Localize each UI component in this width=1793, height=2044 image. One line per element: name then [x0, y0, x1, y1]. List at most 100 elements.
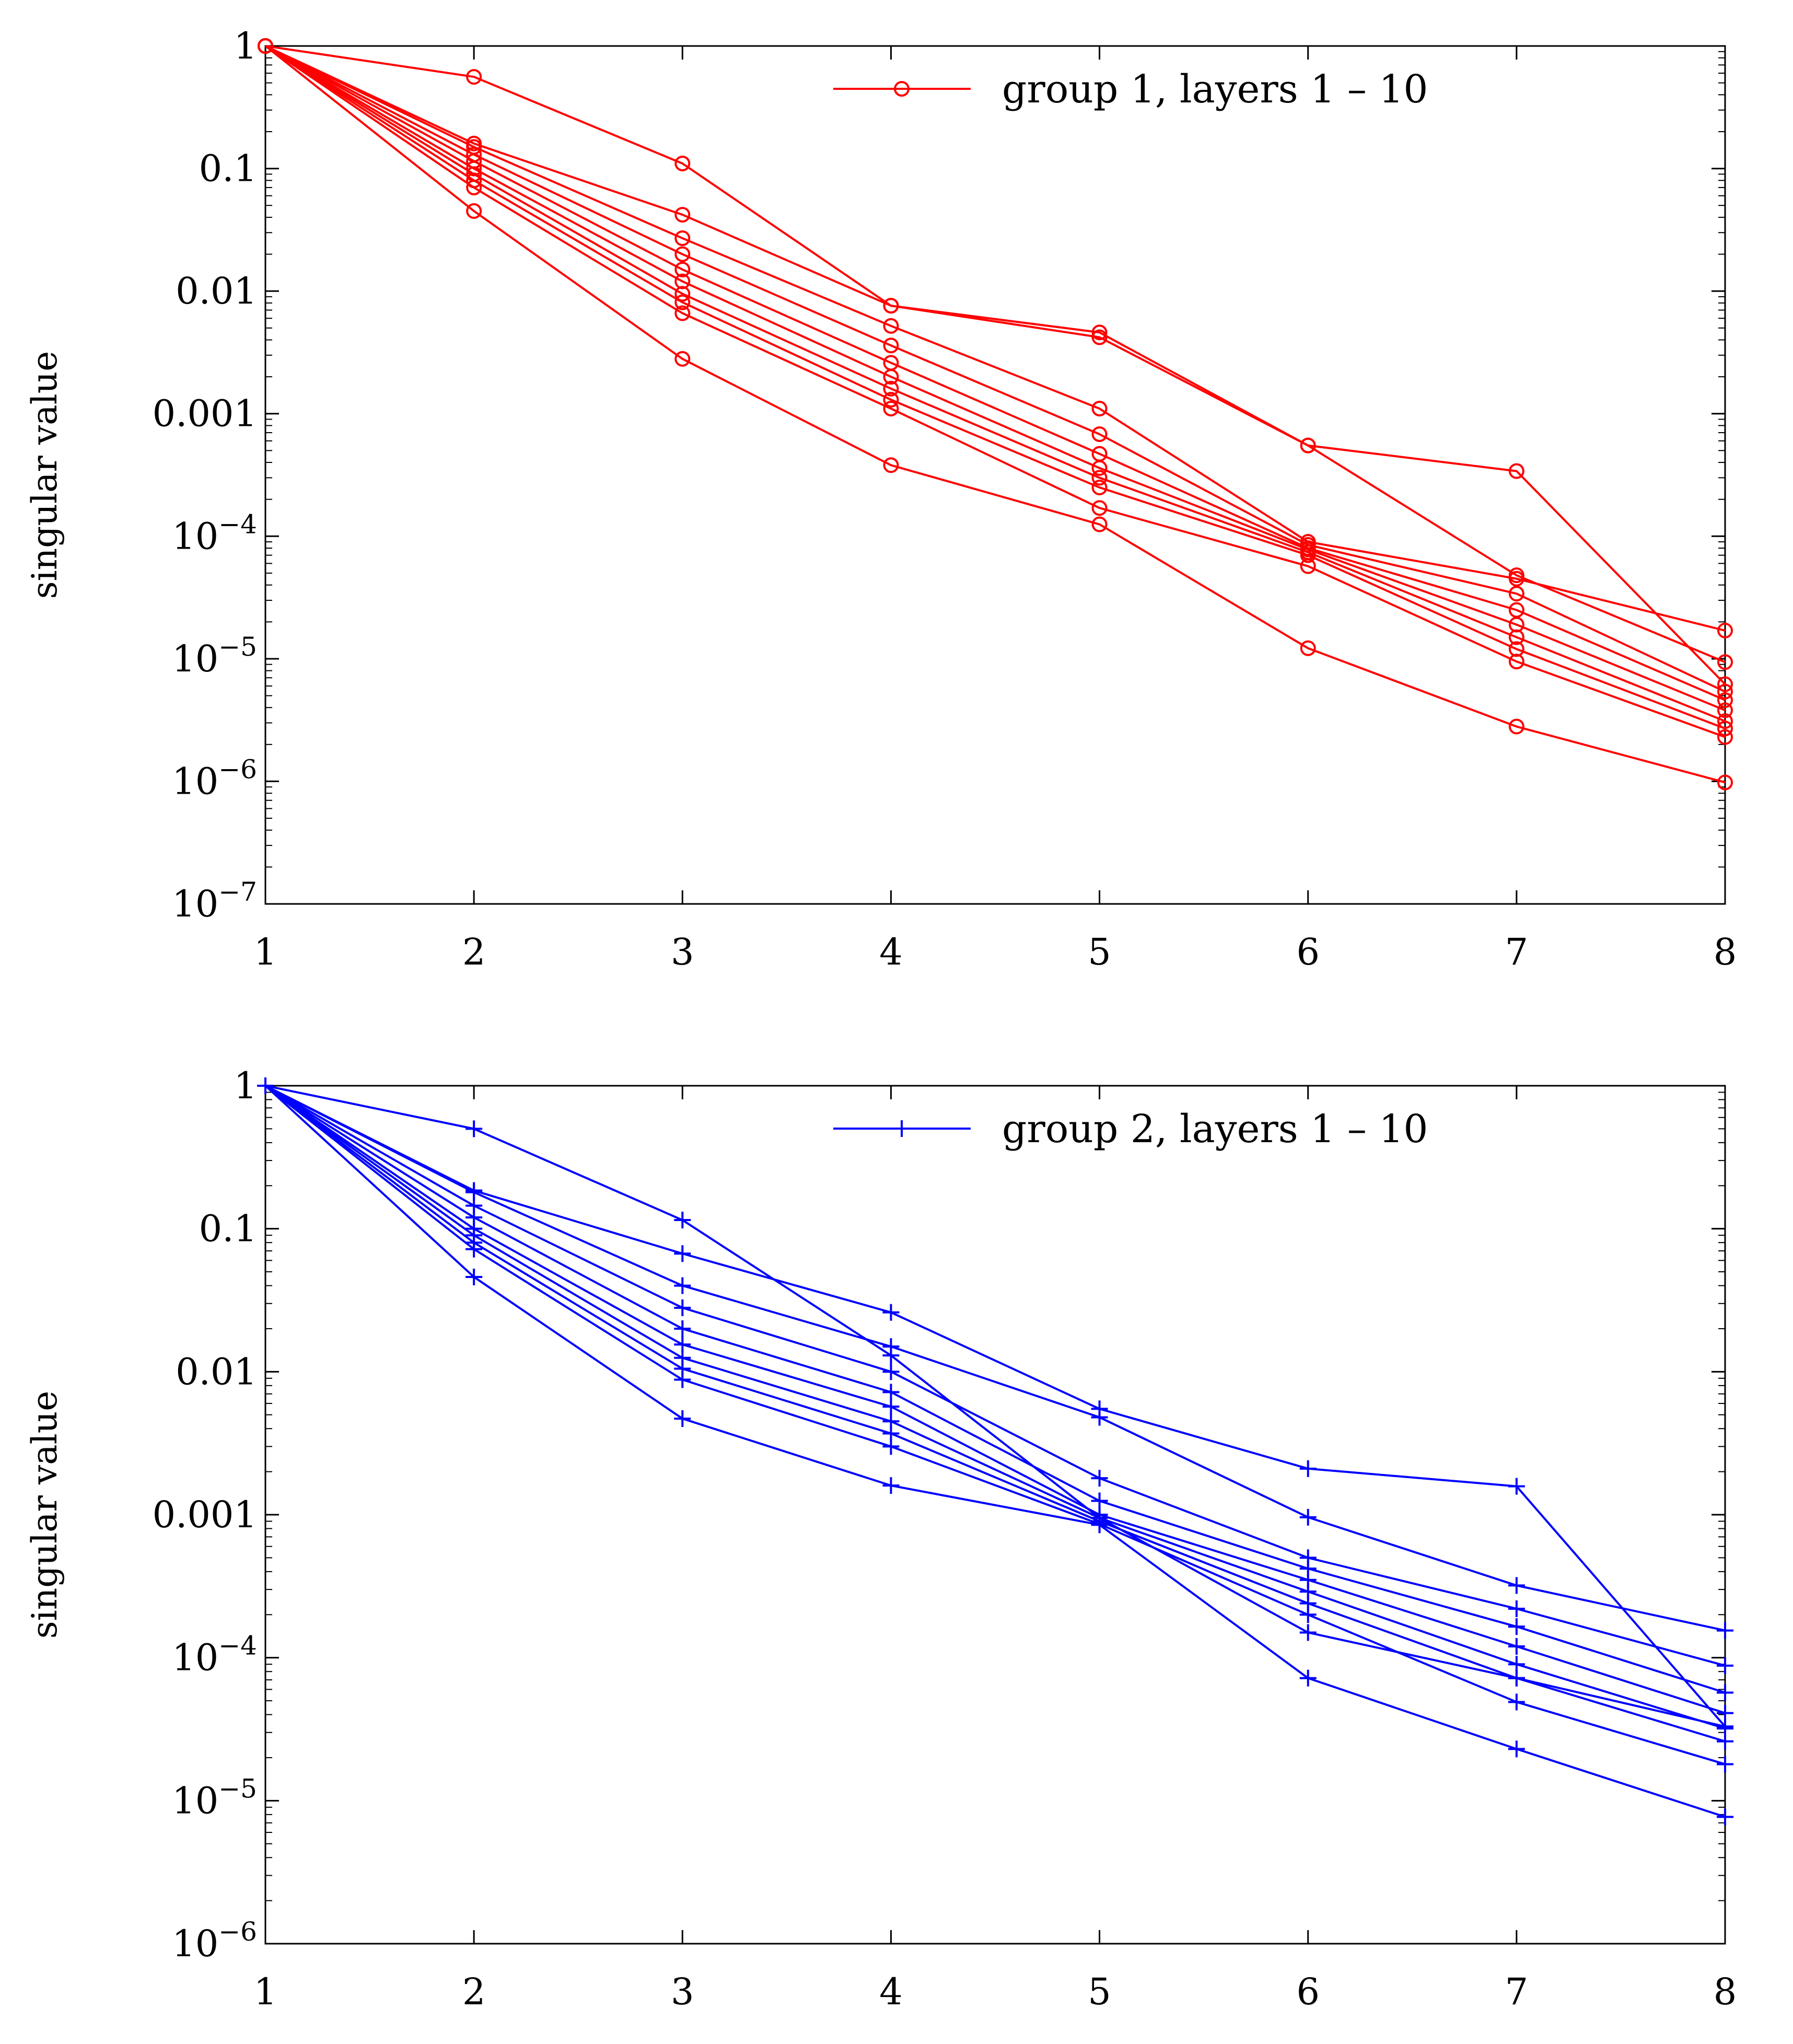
- data-point: [674, 273, 691, 289]
- series-2: [257, 1077, 1733, 1735]
- series-line: [265, 45, 1726, 685]
- data-point: [674, 351, 691, 367]
- series-line: [264, 1085, 1726, 1743]
- y-tick-base: 1: [234, 1064, 257, 1107]
- x-tick-label: 7: [1505, 931, 1529, 973]
- y-tick-label: 10−7: [172, 877, 257, 925]
- data-point: [883, 401, 899, 417]
- data-point: [882, 1304, 900, 1321]
- y-tick-exponent: −7: [218, 877, 257, 907]
- legend: group 1, layers 1 – 10: [833, 67, 1428, 112]
- y-tick-exponent: −4: [218, 1631, 257, 1661]
- data-point: [883, 318, 899, 334]
- data-point: [674, 155, 691, 171]
- x-tick-label: 8: [1714, 1970, 1737, 2013]
- x-tick-label: 7: [1505, 1970, 1529, 2013]
- data-point: [1508, 1693, 1525, 1711]
- data-point: [465, 1268, 483, 1285]
- data-point: [1091, 460, 1108, 476]
- data-point: [1717, 1704, 1733, 1722]
- y-tick-label: 10−4: [172, 509, 257, 558]
- series-2: [258, 38, 1733, 670]
- data-point: [1508, 641, 1524, 657]
- series-line: [264, 45, 1726, 784]
- series-8: [257, 1077, 1733, 1750]
- series-line: [264, 45, 1726, 738]
- series-line: [264, 1085, 1726, 1766]
- data-point: [674, 1245, 691, 1262]
- data-point: [1091, 329, 1108, 345]
- data-point: [1508, 1669, 1525, 1687]
- series-line: [264, 45, 1726, 723]
- plot-frame: [264, 1085, 1726, 1945]
- y-tick-exponent: −6: [218, 1917, 257, 1947]
- series-10: [257, 1077, 1733, 1826]
- data-point: [882, 1384, 900, 1401]
- data-point: [1508, 718, 1524, 735]
- data-point: [465, 1120, 483, 1137]
- data-point: [1091, 324, 1108, 341]
- legend-marker: [894, 81, 910, 97]
- y-axis-title: singular value: [25, 1391, 65, 1639]
- data-point: [1508, 1618, 1525, 1635]
- y-tick-label: 0.01: [176, 1350, 257, 1393]
- data-point: [1717, 1808, 1733, 1826]
- data-point: [883, 369, 899, 385]
- data-point: [1299, 1624, 1317, 1641]
- y-tick-base: 10: [172, 1922, 218, 1965]
- series-line: [264, 1085, 1726, 1714]
- data-point: [1091, 500, 1108, 516]
- x-tick-label: 5: [1088, 931, 1111, 973]
- data-point: [1508, 654, 1524, 670]
- x-tick-label: 3: [671, 1970, 694, 2013]
- y-tick-label: 0.1: [199, 147, 257, 190]
- legend-marker: [893, 1120, 910, 1137]
- series-line: [264, 45, 1726, 730]
- data-point: [674, 1320, 691, 1337]
- data-point: [1508, 1478, 1525, 1495]
- y-tick-base: 10: [172, 760, 218, 803]
- data-point: [882, 1398, 900, 1415]
- data-point: [1508, 629, 1524, 645]
- series-4: [258, 38, 1733, 700]
- data-point: [1717, 774, 1733, 791]
- legend: group 2, layers 1 – 10: [833, 1107, 1428, 1152]
- data-point: [466, 203, 482, 219]
- series-line: [264, 45, 1726, 712]
- data-point: [674, 1410, 691, 1427]
- data-point: [1091, 479, 1108, 495]
- series-line: [265, 1085, 1726, 1632]
- x-tick-label: 1: [254, 1970, 277, 2013]
- y-tick-base: 10: [172, 882, 218, 925]
- series-7: [257, 1077, 1733, 1737]
- data-point: [1508, 1600, 1525, 1617]
- data-point: [674, 305, 691, 321]
- data-point: [1091, 1409, 1108, 1426]
- x-tick-label: 8: [1714, 931, 1737, 973]
- data-point: [466, 179, 482, 195]
- series-10: [258, 38, 1733, 791]
- data-point: [674, 230, 691, 246]
- series-line: [265, 45, 1726, 701]
- data-point: [257, 1077, 274, 1094]
- data-point: [1717, 1657, 1733, 1674]
- y-tick-label: 1: [234, 25, 257, 67]
- series-line: [265, 45, 1726, 632]
- data-point: [1508, 586, 1524, 602]
- data-point: [1300, 640, 1316, 656]
- y-tick-exponent: −4: [218, 509, 257, 539]
- data-point: [465, 1240, 483, 1258]
- series-line: [265, 1085, 1726, 1667]
- data-point: [1091, 1470, 1108, 1487]
- y-tick-base: 0.001: [153, 1493, 257, 1536]
- x-tick-label: 1: [254, 931, 277, 973]
- data-point: [1717, 654, 1733, 670]
- y-tick-base: 10: [172, 637, 218, 680]
- plot-frame: [264, 45, 1726, 905]
- data-point: [882, 1438, 900, 1455]
- y-tick-base: 0.01: [176, 270, 257, 312]
- y-tick-base: 0.1: [199, 1207, 257, 1250]
- data-point: [882, 1338, 900, 1355]
